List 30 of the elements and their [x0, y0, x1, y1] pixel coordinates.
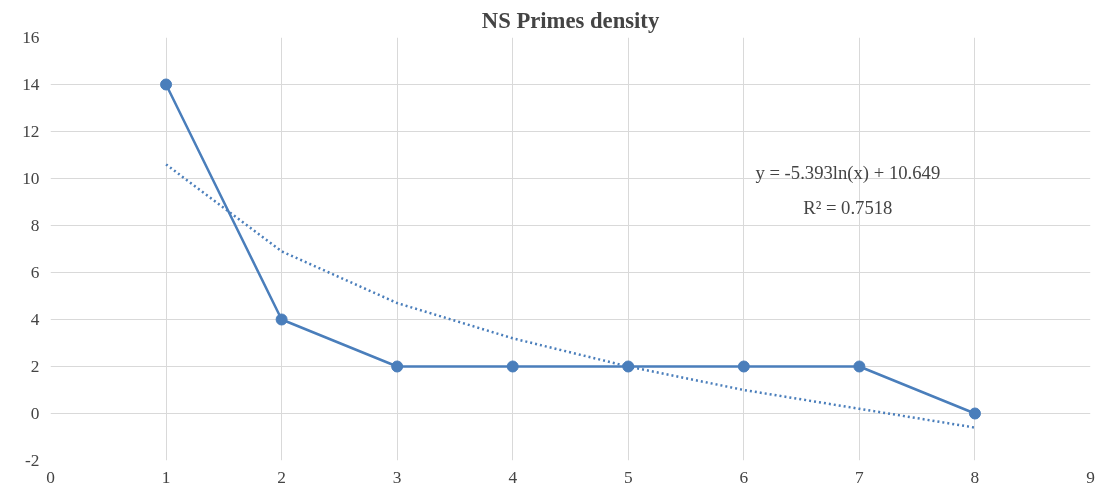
x-tick-label: 6: [739, 467, 749, 487]
x-tick-label: 4: [508, 467, 518, 487]
y-tick-label: 8: [30, 216, 40, 235]
x-tick-label: 5: [623, 467, 633, 487]
y-tick-label: 14: [22, 75, 40, 94]
chart-title: NS Primes density: [481, 7, 660, 33]
y-tick-label: 6: [30, 263, 40, 282]
x-tick-label: 8: [970, 467, 980, 487]
x-tick-label: 3: [392, 467, 402, 487]
x-tick-label: 7: [855, 467, 865, 487]
x-tick-label: 9: [1086, 467, 1095, 487]
y-tick-label: 0: [30, 404, 40, 423]
point: [853, 360, 866, 373]
y-tick-label: 12: [22, 122, 40, 141]
x-tick-label: 1: [161, 467, 171, 487]
y-tick-label: -2: [25, 451, 40, 470]
x-tick-label: 0: [46, 467, 55, 487]
y-tick-label: 16: [22, 28, 40, 47]
annotation: R² = 0.7518: [803, 197, 893, 219]
point: [391, 360, 404, 373]
x-tick-label: 2: [277, 467, 286, 487]
point: [506, 360, 519, 373]
y-tick-label: 2: [30, 357, 40, 376]
point: [160, 78, 173, 91]
y-tick-label: 4: [30, 310, 40, 329]
annotation: y = -5.393ln(x) + 10.649: [755, 162, 941, 185]
point: [737, 360, 750, 373]
point: [275, 313, 288, 326]
point: [968, 407, 981, 420]
y-tick-label: 10: [22, 169, 40, 188]
